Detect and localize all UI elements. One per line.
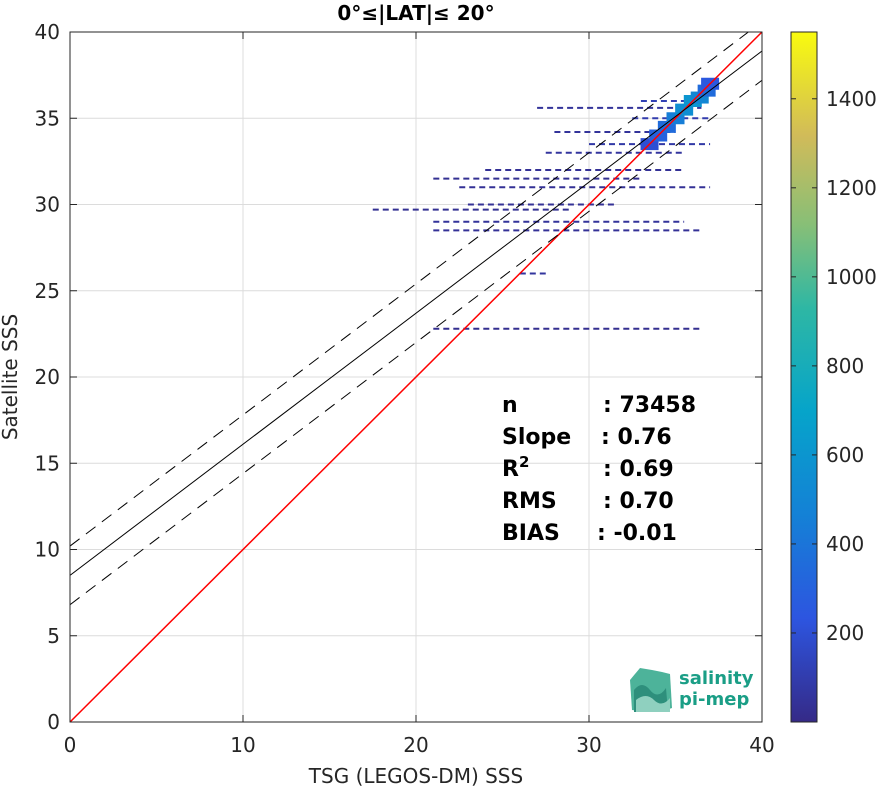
- stat-label: R2: [502, 453, 529, 482]
- stat-label-superscript: 2: [519, 453, 529, 471]
- stat-label-text: R: [502, 457, 519, 482]
- wave-icon: [630, 668, 672, 712]
- logo-line1: salinity: [679, 668, 754, 689]
- colorbar-tick-label: 600: [826, 443, 864, 467]
- y-tick-label: 0: [47, 710, 60, 734]
- identity-line: [70, 32, 762, 722]
- y-tick-label: 5: [47, 624, 60, 648]
- x-tick-label: 30: [576, 733, 601, 757]
- colorbar-tick-label: 1400: [826, 87, 877, 111]
- x-tick-label: 20: [403, 733, 428, 757]
- x-tick-label: 10: [230, 733, 255, 757]
- fit-lower-line: [70, 79, 762, 606]
- y-axis-label: Satellite SSS: [0, 314, 22, 440]
- logo-line2: pi-mep: [679, 689, 749, 710]
- stat-value: : -0.01: [597, 521, 677, 546]
- stat-label-text: Slope: [502, 425, 571, 450]
- stat-value: : 73458: [603, 393, 696, 418]
- x-axis-ticks: 0 10 20 30 40: [64, 32, 775, 757]
- colorbar: 200 400 600 800 1000 1200 1400: [790, 31, 877, 723]
- stat-value: : 0.76: [601, 425, 672, 450]
- stat-label-text: RMS: [502, 489, 557, 514]
- y-axis-ticks: 0 5 10 15 20 25 30 35 40: [35, 20, 762, 734]
- stat-label-text: n: [502, 393, 518, 418]
- colorbar-tick-label: 200: [826, 621, 864, 645]
- x-tick-label: 40: [749, 733, 774, 757]
- y-tick-label: 40: [35, 20, 60, 44]
- stat-value: : 0.69: [603, 457, 674, 482]
- stat-value: : 0.70: [603, 489, 674, 514]
- chart-title: 0°≤|LAT|≤ 20°: [337, 1, 494, 25]
- colorbar-tick-label: 800: [826, 354, 864, 378]
- y-tick-label: 25: [35, 279, 60, 303]
- colorbar-tick-label: 1200: [826, 176, 877, 200]
- stat-label: Slope: [502, 425, 571, 450]
- fit-upper-line: [70, 32, 750, 547]
- y-tick-label: 15: [35, 451, 60, 475]
- colorbar-gradient: [790, 31, 818, 723]
- y-tick-label: 10: [35, 538, 60, 562]
- regression-lines: [70, 32, 762, 722]
- x-tick-label: 0: [64, 733, 77, 757]
- colorbar-tick-label: 1000: [826, 265, 877, 289]
- colorbar-tick-label: 400: [826, 532, 864, 556]
- y-tick-label: 20: [35, 365, 60, 389]
- stats-box: n : 73458 Slope : 0.76 R2 : 0.69 RMS : 0.70 BIAS…: [502, 393, 696, 546]
- y-tick-label: 30: [35, 193, 60, 217]
- stat-label-text: BIAS: [502, 521, 560, 546]
- x-axis-label: TSG (LEGOS-DM) SSS: [308, 764, 523, 788]
- fit-line: [70, 50, 762, 576]
- colorbar-ticks: 200 400 600 800 1000 1200 1400: [791, 87, 877, 645]
- stat-label: n: [502, 393, 518, 418]
- stat-label: BIAS: [502, 521, 560, 546]
- stat-label: RMS: [502, 489, 557, 514]
- salinity-logo: salinity pi-mep: [630, 668, 754, 712]
- y-tick-label: 35: [35, 106, 60, 130]
